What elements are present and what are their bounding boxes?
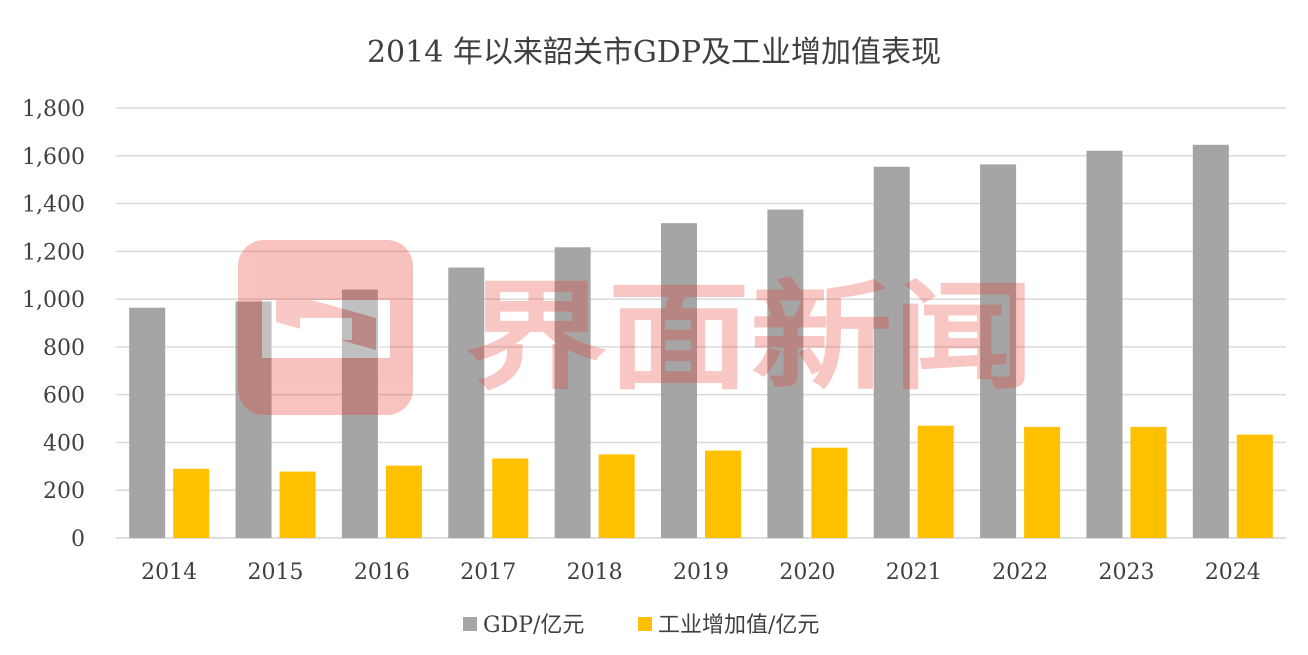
x-tick-label: 2017	[460, 560, 516, 585]
legend: GDP/亿元 工业增加值/亿元	[463, 613, 819, 638]
y-tick-label: 0	[71, 527, 85, 552]
x-tick-label: 2019	[673, 560, 729, 585]
legend-swatch-industry	[638, 617, 652, 631]
watermark-text: 界面新闻	[465, 268, 1035, 406]
bar-industry-2017	[492, 458, 529, 538]
bar-industry-2024	[1236, 434, 1273, 538]
bar-industry-2016	[385, 465, 422, 538]
bar-gdp-2024	[1192, 144, 1229, 539]
bar-gdp-2018	[554, 247, 591, 538]
legend-label-gdp: GDP/亿元	[483, 613, 584, 638]
bar-industry-2021	[917, 425, 954, 538]
y-axis-tick-labels: 0 200 400 600 800 1,000 1,200 1,400 1,600 1,800	[22, 97, 85, 552]
bar-industry-2015	[279, 471, 316, 538]
bar-industry-2018	[598, 454, 635, 538]
y-tick-label: 1,000	[22, 288, 85, 313]
bars	[129, 144, 1273, 539]
x-tick-label: 2016	[354, 560, 410, 585]
y-tick-label: 1,400	[22, 193, 85, 218]
bar-industry-2020	[811, 447, 848, 538]
y-tick-label: 800	[43, 336, 85, 361]
bar-gdp-2023	[1086, 150, 1123, 538]
y-tick-label: 600	[43, 384, 85, 409]
y-tick-label: 400	[43, 431, 85, 456]
legend-label-industry: 工业增加值/亿元	[658, 613, 819, 638]
bar-gdp-2020	[767, 209, 804, 538]
bar-industry-2022	[1024, 426, 1061, 538]
bar-industry-2014	[173, 468, 210, 538]
bar-gdp-2016	[341, 289, 378, 538]
y-tick-label: 1,800	[22, 97, 85, 122]
x-tick-label: 2018	[567, 560, 623, 585]
chart-title: 2014 年以来韶关市GDP及工业增加值表现	[367, 35, 941, 70]
y-tick-label: 1,200	[22, 240, 85, 265]
bar-gdp-2019	[661, 223, 697, 538]
bar-industry-2023	[1130, 426, 1167, 538]
legend-swatch-gdp	[463, 617, 477, 631]
y-tick-label: 200	[43, 479, 85, 504]
x-tick-label: 2022	[992, 560, 1048, 585]
watermark: 界面新闻	[238, 240, 1035, 415]
x-tick-label: 2023	[1098, 560, 1154, 585]
x-axis-tick-labels: 2014 2015 2016 2017 2018 2019 2020 2021 2022 2023…	[141, 560, 1261, 585]
x-tick-label: 2024	[1205, 560, 1261, 585]
bar-gdp-2017	[448, 267, 485, 538]
x-tick-label: 2020	[779, 560, 835, 585]
x-tick-label: 2015	[248, 560, 304, 585]
x-tick-label: 2014	[141, 560, 197, 585]
bar-gdp-2022	[980, 164, 1017, 538]
x-tick-label: 2021	[886, 560, 942, 585]
bar-gdp-2015	[235, 301, 272, 538]
bar-industry-2019	[705, 450, 741, 538]
jiemian-logo-icon	[238, 240, 413, 415]
y-tick-label: 1,600	[22, 145, 85, 170]
bar-gdp-2014	[129, 307, 166, 538]
bar-gdp-2021	[873, 166, 910, 538]
